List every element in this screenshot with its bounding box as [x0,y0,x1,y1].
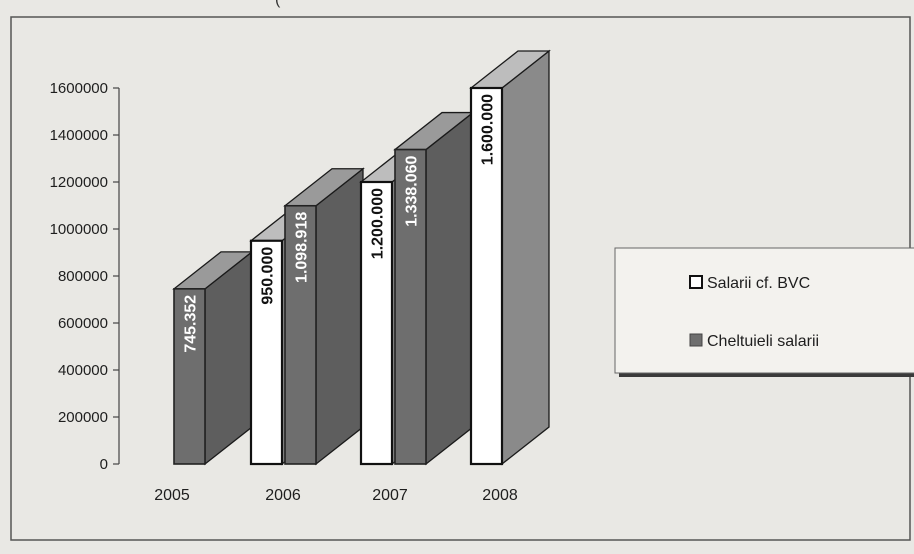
y-tick-label: 1000000 [50,221,108,238]
y-tick-label: 0 [100,456,108,473]
bar-salarii-front [249,239,284,466]
legend-label-salarii: Salarii cf. BVC [707,275,810,292]
y-tick-label: 1600000 [50,80,108,97]
y-axis-ticks: 0 200000 400000 600000 800000 1000000 1200000 1… [50,80,119,473]
x-axis-labels: 2005 2006 2007 2008 [154,487,518,504]
y-tick-label: 1200000 [50,174,108,191]
bar-salarii-front [359,180,394,466]
y-tick-label: 400000 [58,362,108,379]
legend-swatch-cheltuieli [689,333,703,347]
legend-swatch-salarii [689,275,703,289]
y-tick-label: 600000 [58,315,108,332]
bar-salarii-side [501,49,550,466]
x-tick-label: 2008 [482,487,518,504]
data-label: 1.200.000 [370,188,387,259]
legend: Salarii cf. BVC Cheltuieli salarii [614,247,914,377]
data-label: 1.600.000 [480,94,497,165]
data-label: 950.000 [260,247,277,305]
x-tick-label: 2007 [372,487,408,504]
y-tick-label: 1400000 [50,127,108,144]
bar-cheltuieli-front [173,288,206,465]
x-tick-label: 2006 [265,487,301,504]
legend-box [614,247,914,374]
x-tick-label: 2005 [154,487,190,504]
legend-label-cheltuieli: Cheltuieli salarii [707,333,819,350]
data-label: 745.352 [183,295,200,353]
data-label: 1.098.918 [294,212,311,283]
bar-cheltuieli-front [284,204,317,465]
bar-cheltuieli-front [394,148,427,465]
top-caption-fragment: ( [275,0,281,8]
bar-cheltuieli-side [425,111,474,466]
data-label: 1.338.060 [404,155,421,226]
bar-salarii-front [469,86,504,466]
bar-cheltuieli-side [315,167,364,466]
y-tick-label: 800000 [58,268,108,285]
y-tick-label: 200000 [58,409,108,426]
bars: 745.352 950.000 1.098.918 1.200.000 1.338.06… [172,49,551,466]
